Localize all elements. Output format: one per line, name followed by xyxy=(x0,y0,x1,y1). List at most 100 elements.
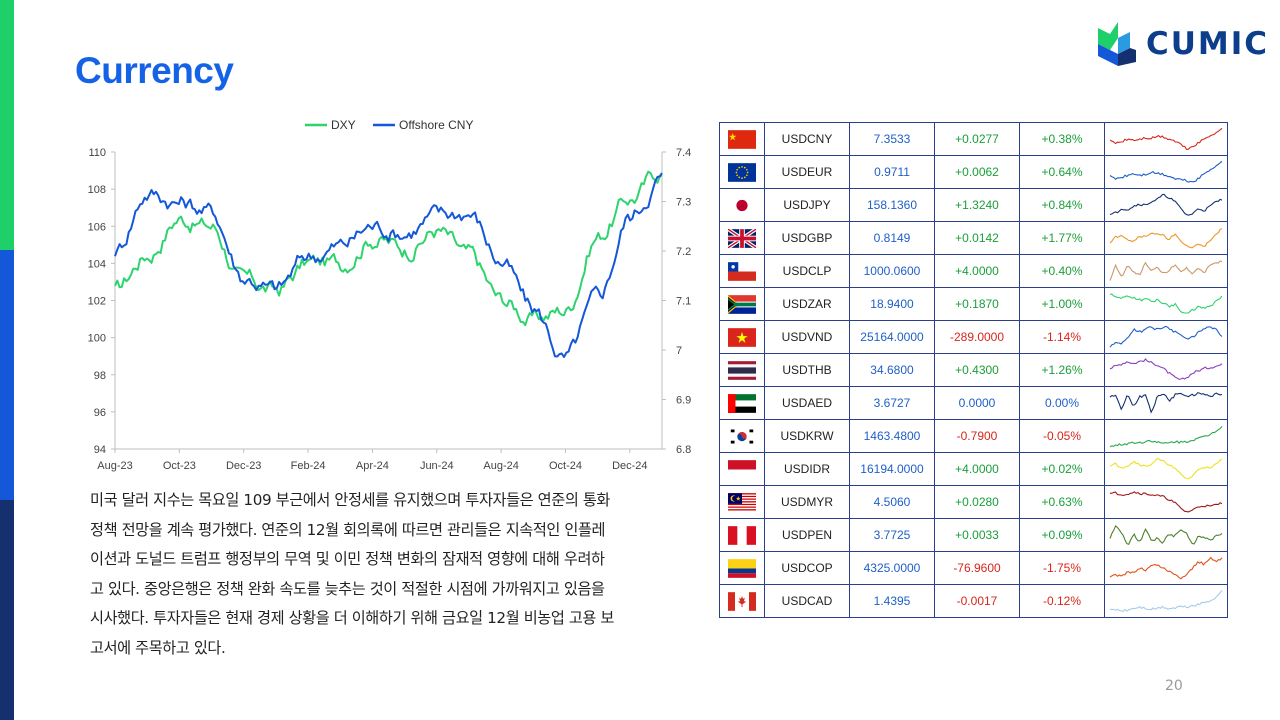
sparkline xyxy=(1109,260,1223,281)
flag-cell xyxy=(719,353,765,387)
accent-navy xyxy=(0,500,14,720)
sparkline-cell xyxy=(1104,155,1228,189)
x-tick-label: Aug-24 xyxy=(483,460,518,472)
flag-za-icon xyxy=(728,294,756,314)
slide-title: Currency xyxy=(75,50,234,91)
commentary-line: 고서에 주목하고 있다. xyxy=(90,638,226,657)
y-right-tick-label: 6.9 xyxy=(676,395,691,407)
symbol-cell: USDAED xyxy=(764,386,850,420)
brand-name: CUMIC xyxy=(1146,26,1270,62)
flag-cell xyxy=(719,551,765,585)
sparkline xyxy=(1109,358,1223,380)
price-cell: 4.5060 xyxy=(849,485,935,519)
change-cell: +0.4300 xyxy=(934,353,1020,387)
change-cell: -0.0017 xyxy=(934,584,1020,618)
flag-gb-icon xyxy=(728,228,756,248)
flag-cell xyxy=(719,254,765,288)
change-cell: +4.0000 xyxy=(934,452,1020,486)
y-left-tick-label: 110 xyxy=(88,147,106,159)
symbol-cell: USDVND xyxy=(764,320,850,354)
x-tick-label: Apr-24 xyxy=(356,460,389,472)
commentary-line: 고 있다. 중앙은행은 정책 완화 속도를 늦추는 것이 적절한 시점에 가까워… xyxy=(90,579,605,598)
sparkline-path xyxy=(1109,358,1223,380)
x-tick-label: Oct-24 xyxy=(549,460,582,472)
change-cell: -76.9600 xyxy=(934,551,1020,585)
fx-row-usdthb: USDTHB 34.6800 +0.4300 +1.26% xyxy=(719,353,1228,387)
y-right-tick-label: 6.8 xyxy=(676,444,691,456)
change-cell: +1.3240 xyxy=(934,188,1020,222)
symbol-cell: USDIDR xyxy=(764,452,850,486)
price-cell: 3.7725 xyxy=(849,518,935,552)
legend-label: Offshore CNY xyxy=(399,118,473,132)
flag-cell xyxy=(719,386,765,420)
sparkline-cell xyxy=(1104,584,1228,618)
fx-row-usdjpy: USDJPY 158.1360 +1.3240 +0.84% xyxy=(719,188,1228,222)
fx-row-usdcad: USDCAD 1.4395 -0.0017 -0.12% xyxy=(719,584,1228,618)
pct-change-cell: -0.12% xyxy=(1019,584,1105,618)
flag-cell xyxy=(719,419,765,453)
sparkline-path xyxy=(1109,491,1223,513)
fx-row-usdeur: USDEUR 0.9711 +0.0062 +0.64% xyxy=(719,155,1228,189)
pct-change-cell: 0.00% xyxy=(1019,386,1105,420)
x-tick-label: Dec-24 xyxy=(612,460,647,472)
sparkline xyxy=(1109,127,1223,150)
change-cell: +0.0142 xyxy=(934,221,1020,255)
sparkline-path xyxy=(1109,426,1223,448)
flag-cell xyxy=(719,155,765,189)
change-cell: -0.7900 xyxy=(934,419,1020,453)
commentary-line: 미국 달러 지수는 목요일 109 부근에서 안정세를 유지했으며 투자자들은 … xyxy=(90,491,610,509)
sparkline xyxy=(1109,458,1223,480)
symbol-cell: USDCLP xyxy=(764,254,850,288)
pct-change-cell: +0.38% xyxy=(1019,122,1105,156)
flag-cell xyxy=(719,485,765,519)
sparkline-path xyxy=(1109,325,1223,348)
x-tick-label: Oct-23 xyxy=(163,460,196,472)
flag-vn-icon xyxy=(728,327,756,347)
symbol-cell: USDCOP xyxy=(764,551,850,585)
sparkline-path xyxy=(1109,193,1223,216)
sparkline-path xyxy=(1109,589,1223,613)
sparkline xyxy=(1109,228,1223,249)
sparkline-path xyxy=(1109,458,1223,480)
pct-change-cell: +0.09% xyxy=(1019,518,1105,552)
sparkline-cell xyxy=(1104,254,1228,288)
price-cell: 3.6727 xyxy=(849,386,935,420)
price-cell: 34.6800 xyxy=(849,353,935,387)
y-left-tick-label: 96 xyxy=(94,407,106,419)
y-left-tick-label: 100 xyxy=(88,333,106,345)
fx-rates-table: USDCNY 7.3533 +0.0277 +0.38% USDEUR 0.9711 +0.… xyxy=(719,122,1228,618)
change-cell: +0.0062 xyxy=(934,155,1020,189)
symbol-cell: USDCNY xyxy=(764,122,850,156)
flag-cell xyxy=(719,287,765,321)
y-right-tick-label: 7.2 xyxy=(676,246,691,258)
legend-label: DXY xyxy=(331,118,356,132)
sparkline xyxy=(1109,325,1223,348)
sparkline-path xyxy=(1109,160,1223,183)
change-cell: +0.0280 xyxy=(934,485,1020,519)
symbol-cell: USDGBP xyxy=(764,221,850,255)
page-number: 20 xyxy=(1165,678,1183,694)
flag-cl-icon xyxy=(728,261,756,281)
fx-row-usdgbp: USDGBP 0.8149 +0.0142 +1.77% xyxy=(719,221,1228,255)
flag-cell xyxy=(719,518,765,552)
y-left-tick-label: 98 xyxy=(94,370,106,382)
fx-row-usdidr: USDIDR 16194.0000 +4.0000 +0.02% xyxy=(719,452,1228,486)
pct-change-cell: +0.63% xyxy=(1019,485,1105,519)
sparkline xyxy=(1109,426,1223,448)
sparkline-cell xyxy=(1104,551,1228,585)
x-tick-label: Feb-24 xyxy=(291,460,326,472)
sparkline-path xyxy=(1109,260,1223,281)
price-cell: 1463.4800 xyxy=(849,419,935,453)
y-right-tick-label: 7.3 xyxy=(676,197,691,209)
fx-row-usdkrw: USDKRW 1463.4800 -0.7900 -0.05% xyxy=(719,419,1228,453)
symbol-cell: USDKRW xyxy=(764,419,850,453)
symbol-cell: USDJPY xyxy=(764,188,850,222)
flag-co-icon xyxy=(728,558,756,578)
accent-green xyxy=(0,0,14,250)
flag-jp-icon xyxy=(728,195,756,215)
sparkline-path xyxy=(1109,556,1223,580)
flag-my-icon xyxy=(728,492,756,512)
pct-change-cell: -1.75% xyxy=(1019,551,1105,585)
sparkline-cell xyxy=(1104,353,1228,387)
left-accent-bar xyxy=(0,0,14,720)
